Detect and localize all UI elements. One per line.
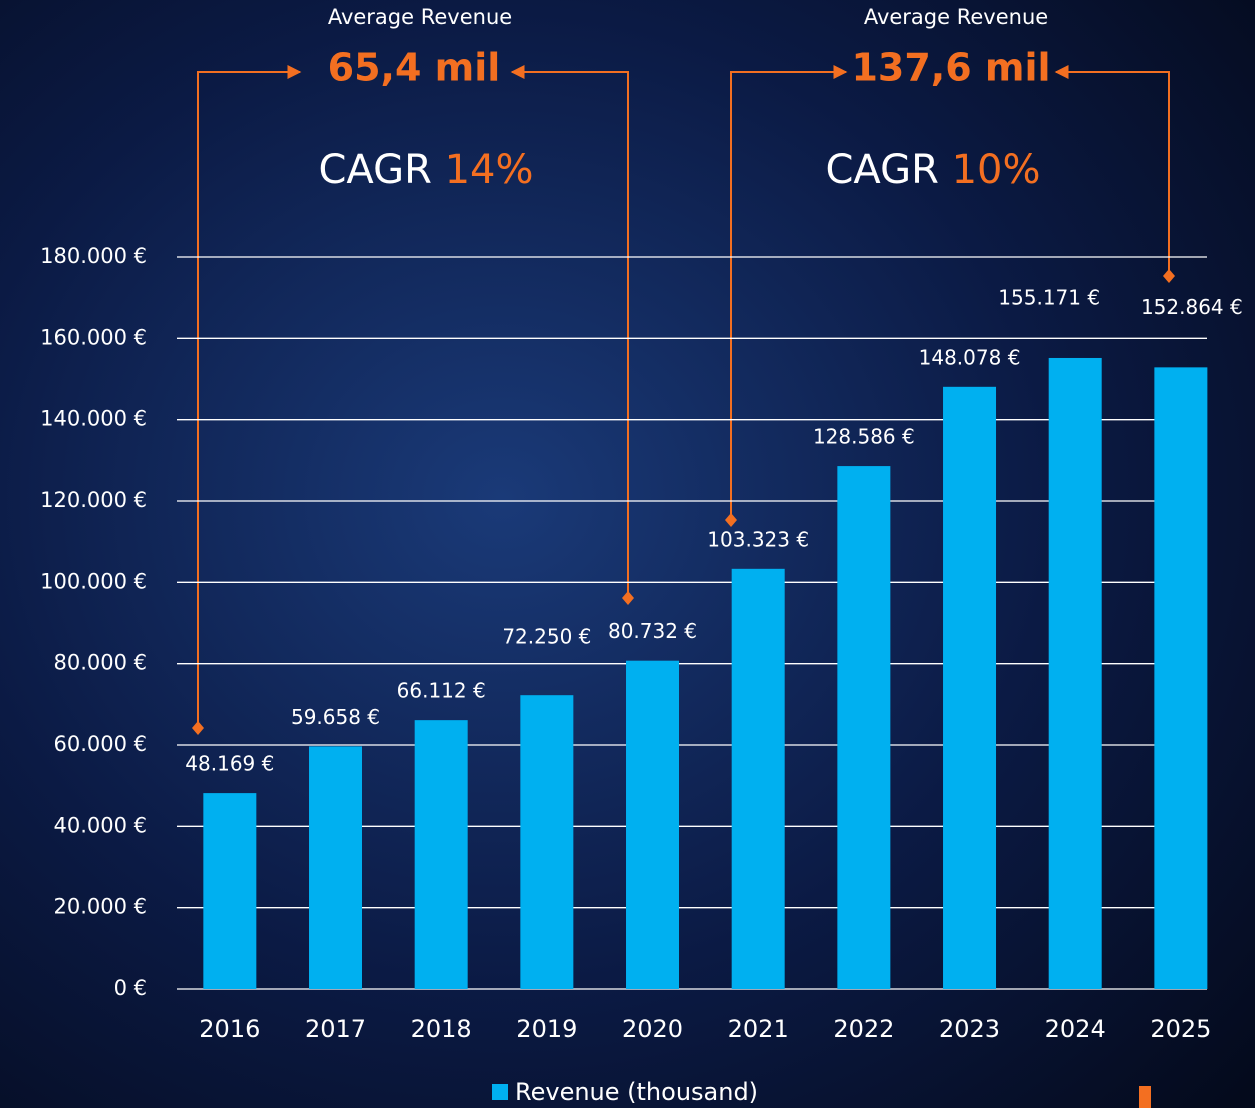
bar (309, 746, 363, 989)
bar (943, 386, 997, 989)
x-tick-label: 2024 (1045, 1015, 1106, 1043)
bar (414, 720, 468, 989)
y-tick-label: 100.000 € (40, 569, 147, 593)
x-tick-label: 2018 (411, 1015, 472, 1043)
y-tick-label: 80.000 € (53, 651, 147, 675)
annotation-label: Average Revenue (864, 5, 1048, 29)
value-label: 72.250 € (502, 625, 591, 649)
cagr: CAGR 14% (318, 147, 533, 193)
annotation-value: 137,6 mil (851, 46, 1050, 90)
y-tick-label: 120.000 € (40, 488, 147, 512)
x-tick-label: 2016 (199, 1015, 260, 1043)
legend-label: Revenue (thousand) (515, 1078, 758, 1106)
cagr-label: CAGR (318, 147, 431, 193)
x-tick-label: 2017 (305, 1015, 366, 1043)
annotation-label: Average Revenue (328, 5, 512, 29)
x-tick-label: 2022 (833, 1015, 894, 1043)
cagr-value: 10% (952, 147, 1041, 193)
value-label: 103.323 € (707, 527, 809, 551)
y-tick-label: 140.000 € (40, 407, 147, 431)
value-label: 148.078 € (919, 345, 1021, 369)
value-label: 59.658 € (291, 705, 380, 729)
bar (837, 466, 891, 989)
x-tick-label: 2020 (622, 1015, 683, 1043)
bar (203, 793, 257, 989)
value-label: 155.171 € (998, 285, 1100, 309)
cagr-value: 14% (445, 147, 534, 193)
y-tick-label: 20.000 € (53, 895, 147, 919)
y-tick-label: 60.000 € (53, 732, 147, 756)
bar (1154, 367, 1208, 990)
bar (520, 695, 574, 989)
x-tick-label: 2019 (516, 1015, 577, 1043)
bar (731, 568, 785, 989)
y-tick-label: 0 € (114, 976, 147, 1000)
y-tick-label: 40.000 € (53, 813, 147, 837)
value-label: 128.586 € (813, 425, 915, 449)
y-tick-label: 180.000 € (40, 244, 147, 268)
x-tick-label: 2023 (939, 1015, 1000, 1043)
cagr-label: CAGR (825, 147, 938, 193)
value-label: 80.732 € (608, 619, 697, 643)
annotation-value: 65,4 mil (328, 46, 501, 90)
bar (1048, 357, 1102, 989)
logo-mark (1139, 1086, 1151, 1108)
value-label: 152.864 € (1141, 295, 1243, 319)
cagr: CAGR 10% (825, 147, 1040, 193)
y-tick-label: 160.000 € (40, 325, 147, 349)
value-label: 48.169 € (185, 752, 274, 776)
legend-swatch (492, 1084, 508, 1100)
x-tick-label: 2021 (728, 1015, 789, 1043)
x-tick-label: 2025 (1150, 1015, 1211, 1043)
brackets (192, 65, 1175, 735)
bar (626, 660, 680, 989)
value-label: 66.112 € (397, 679, 486, 703)
